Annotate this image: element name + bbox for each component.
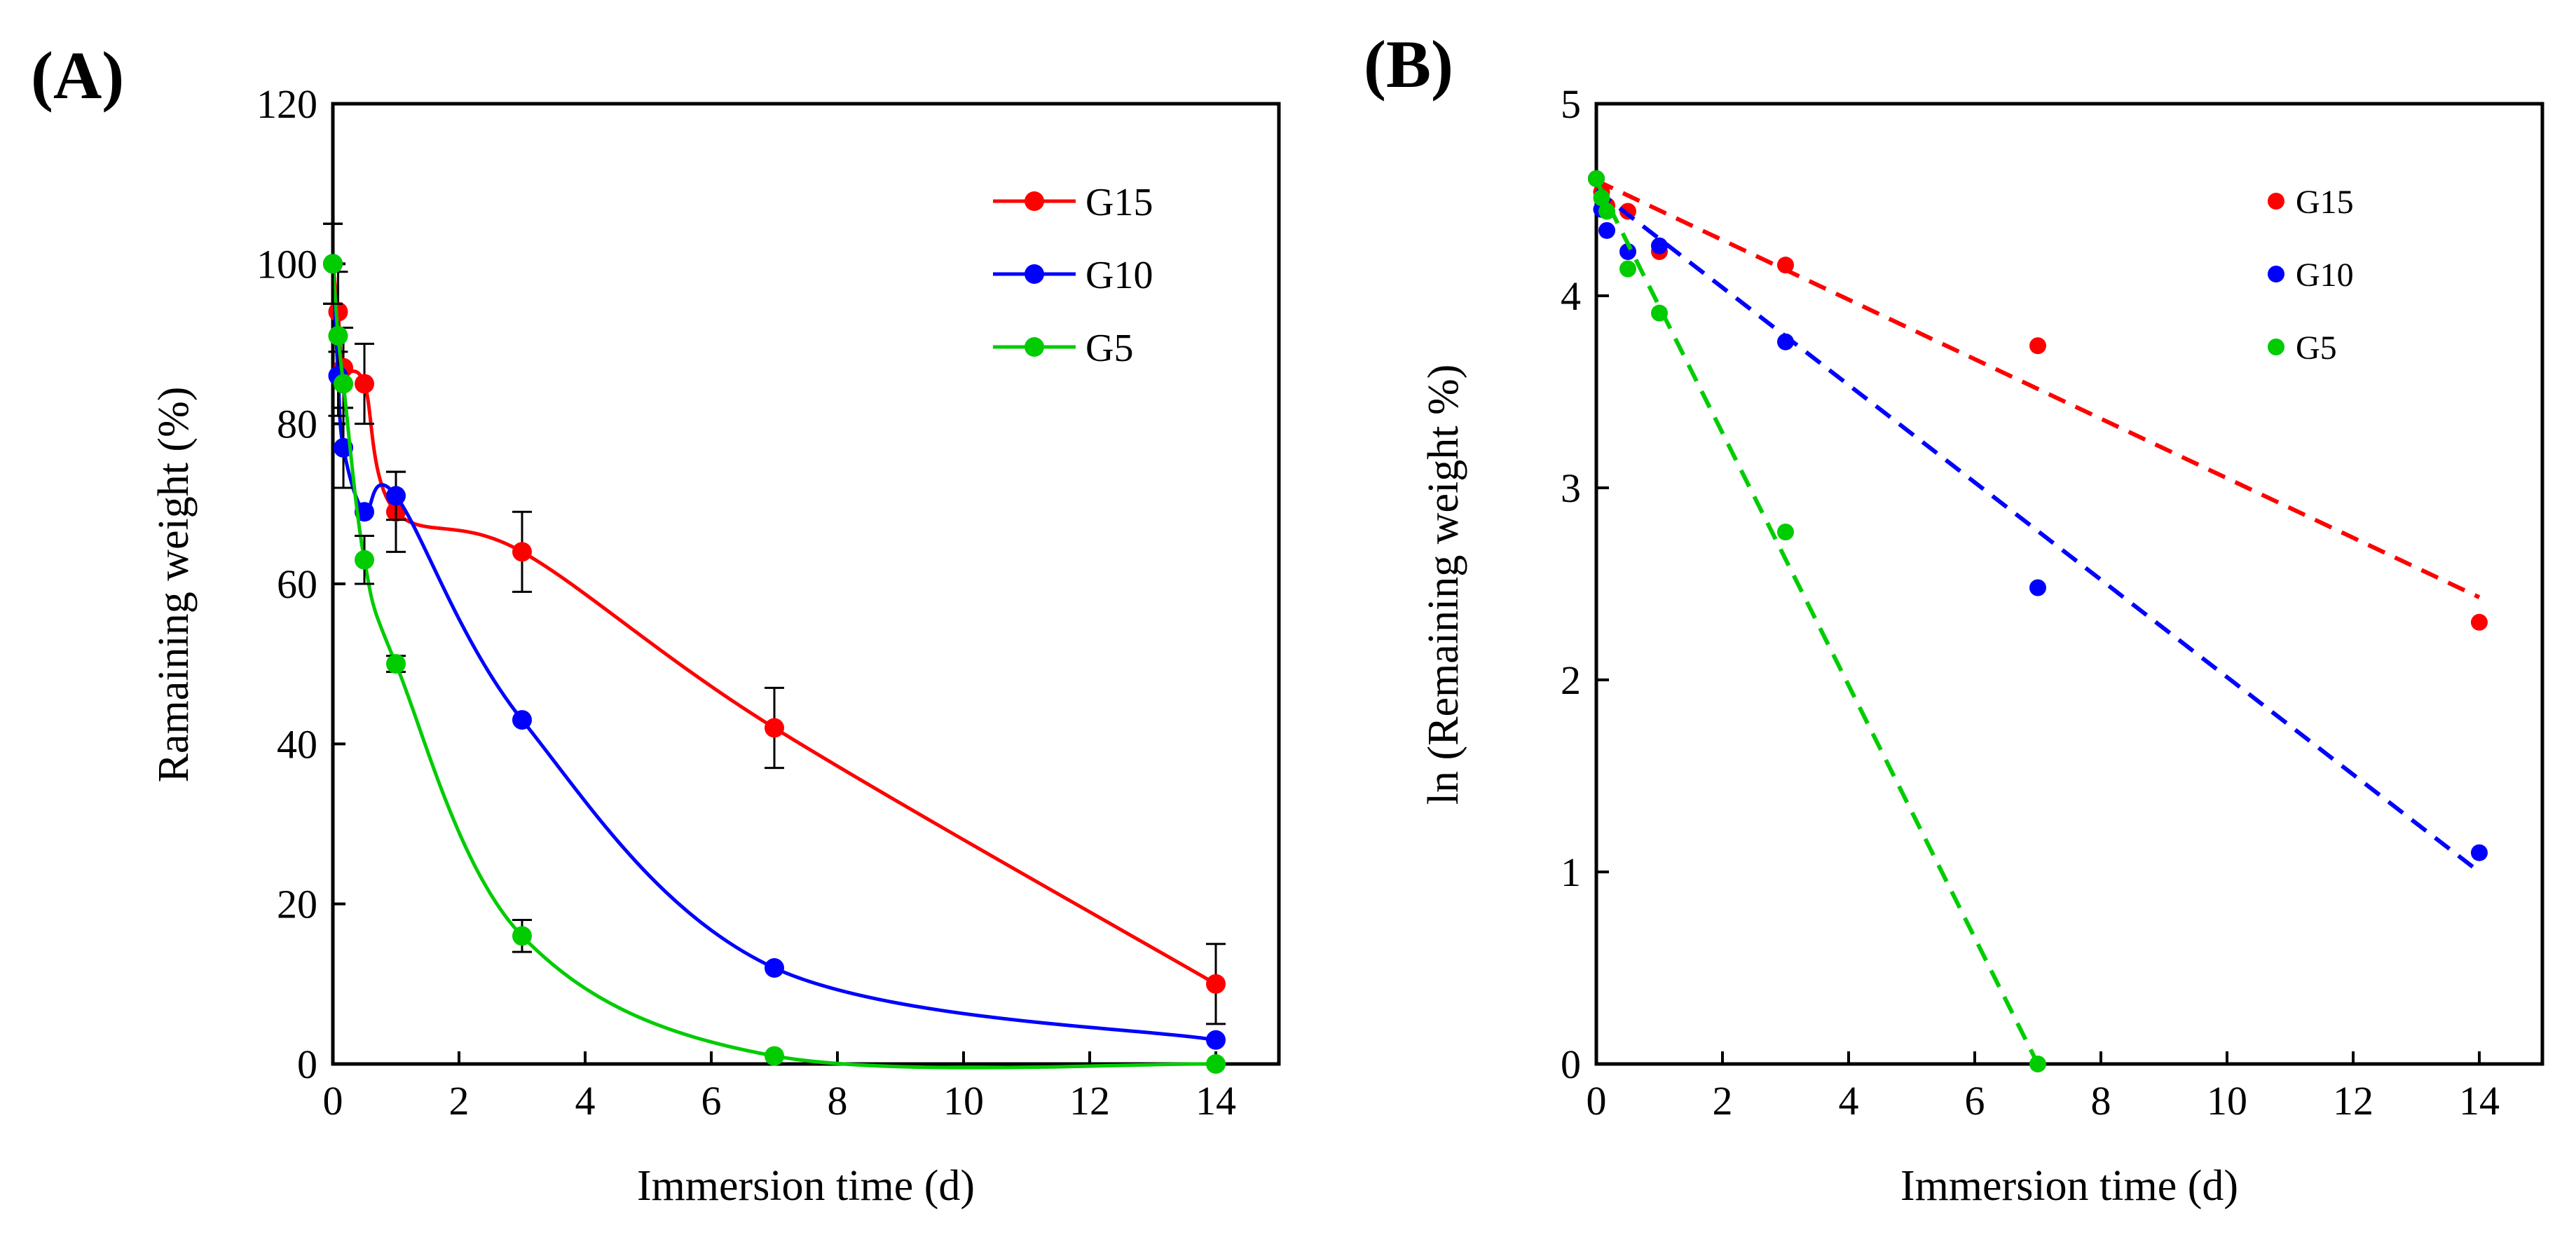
panel-a-x-axis-label: Immersion time (d) bbox=[637, 1162, 975, 1210]
panel-b-series-g15-point bbox=[2029, 337, 2046, 355]
panel-a-series-g5-point bbox=[1206, 1054, 1226, 1074]
panel-b-tag: (B) bbox=[1364, 27, 1453, 102]
panel-b-series-g5-point bbox=[1588, 170, 1605, 187]
panel-a-series-g10-point bbox=[1206, 1030, 1226, 1050]
panel-b-series-g10-point bbox=[1777, 333, 1794, 350]
panel-a-series-g5-point bbox=[355, 550, 374, 570]
panel-b-x-tick-label: 12 bbox=[2333, 1078, 2373, 1124]
panel-b-series-g5-point bbox=[1619, 260, 1636, 278]
panel-a-series-g10-point bbox=[386, 486, 406, 506]
panel-a-x-tick-label: 0 bbox=[323, 1078, 343, 1124]
panel-a-y-tick-label: 80 bbox=[277, 402, 317, 447]
panel-b-series bbox=[1588, 170, 2488, 1072]
panel-a-series-g5-point bbox=[765, 1046, 784, 1066]
panel-b-y-tick-label: 0 bbox=[1561, 1042, 1581, 1087]
panel-a-series-g15-line bbox=[331, 264, 1217, 985]
panel-b-legend-marker-g10 bbox=[2268, 266, 2284, 282]
panel-b-y-tick-label: 5 bbox=[1561, 81, 1581, 127]
panel-a-series-g5-point bbox=[386, 654, 406, 674]
panel-a-y-tick-label: 0 bbox=[297, 1042, 317, 1087]
panel-a-chart: (A) 0 2 4 6 8 10 12 14 0 20 40 60 80 100 120 Immersion… bbox=[31, 38, 1281, 1210]
panel-a-x-tick-label: 10 bbox=[943, 1078, 984, 1124]
panel-a-y-tick-label: 100 bbox=[256, 241, 317, 287]
panel-b-legend-label-g10: G10 bbox=[2296, 257, 2354, 294]
panel-a-series-g15-point bbox=[1206, 974, 1226, 994]
panel-b-x-tick-label: 8 bbox=[2091, 1078, 2111, 1124]
panel-b-y-tick-label: 4 bbox=[1561, 273, 1581, 319]
panel-b-x-tick-label: 6 bbox=[1965, 1078, 1985, 1124]
panel-b-series-g5-point bbox=[1651, 304, 1668, 322]
panel-b-series-g5-trendline bbox=[1594, 179, 2040, 1065]
panel-a-series-g5-point bbox=[328, 326, 348, 346]
panel-b-series-g15 bbox=[1588, 170, 2488, 631]
panel-b-legend-marker-g5 bbox=[2268, 339, 2284, 355]
panel-b-x-tick-label: 14 bbox=[2459, 1078, 2500, 1124]
panel-b-legend-label-g15: G15 bbox=[2296, 184, 2354, 221]
panel-a-series-g15-point bbox=[355, 374, 374, 394]
panel-b-legend-label-g5: G5 bbox=[2296, 329, 2337, 367]
panel-a-series-g10-point bbox=[765, 958, 784, 978]
panel-a-x-tick-label: 2 bbox=[449, 1078, 470, 1124]
panel-a-series-g10-line bbox=[331, 264, 1217, 1042]
panel-b-y-tick-label: 1 bbox=[1561, 850, 1581, 895]
panel-a-series bbox=[323, 222, 1226, 1074]
panel-a-ticks: 0 2 4 6 8 10 12 14 0 20 40 60 80 100 120 bbox=[256, 81, 1236, 1124]
panel-a-y-tick-label: 20 bbox=[277, 882, 317, 927]
panel-b-series-g5-point bbox=[1598, 203, 1616, 220]
panel-a-y-axis-label: Ramaining weight (%) bbox=[150, 387, 198, 783]
panel-a-y-tick-label: 40 bbox=[277, 721, 317, 767]
panel-a-series-g5-line bbox=[331, 264, 1217, 1070]
panel-b-series-g5 bbox=[1588, 170, 2046, 1072]
panel-b-series-g5-point bbox=[2029, 1056, 2046, 1072]
panel-b-x-tick-label: 2 bbox=[1713, 1078, 1733, 1124]
panel-b-y-tick-label: 3 bbox=[1561, 465, 1581, 511]
panel-b-plot-frame bbox=[1594, 102, 2544, 1066]
panel-a-y-tick-label: 120 bbox=[256, 81, 317, 127]
panel-a-series-g15-point bbox=[512, 542, 532, 562]
panel-b-legend-marker-g15 bbox=[2268, 193, 2284, 210]
panel-a-legend-marker-g5 bbox=[1025, 337, 1044, 357]
panel-a-series-g5-point bbox=[512, 926, 532, 946]
panel-a-x-tick-label: 14 bbox=[1195, 1078, 1236, 1124]
panel-a-x-tick-label: 12 bbox=[1069, 1078, 1110, 1124]
panel-a-legend: G15 G10 G5 bbox=[993, 181, 1153, 370]
panel-b-series-g10-point bbox=[2471, 844, 2488, 861]
panel-b-legend: G15 G10 G5 bbox=[2268, 184, 2354, 367]
panel-a-legend-label-g5: G5 bbox=[1085, 327, 1133, 370]
panel-b-series-g10-point bbox=[1598, 221, 1616, 239]
panel-a-legend-marker-g15 bbox=[1025, 191, 1044, 211]
panel-b-series-g10-point bbox=[1651, 237, 1668, 254]
panel-b-x-tick-label: 10 bbox=[2207, 1078, 2247, 1124]
panel-a-legend-label-g15: G15 bbox=[1085, 181, 1153, 224]
panel-b-series-g15-point bbox=[2471, 613, 2488, 631]
panel-b-x-tick-label: 0 bbox=[1587, 1078, 1607, 1124]
panel-a-y-tick-label: 60 bbox=[277, 561, 317, 607]
panel-b-series-g10-trendline bbox=[1595, 188, 2481, 874]
panel-b-x-tick-label: 4 bbox=[1839, 1078, 1859, 1124]
panel-a-plot-frame bbox=[331, 102, 1281, 1066]
panel-a-series-g5 bbox=[323, 222, 1226, 1074]
panel-a-series-g5-point bbox=[334, 374, 354, 394]
panel-b-y-tick-label: 2 bbox=[1561, 657, 1581, 703]
panel-a-legend-label-g10: G10 bbox=[1085, 254, 1153, 297]
panel-a-x-tick-label: 6 bbox=[701, 1078, 722, 1124]
panel-b-series-g5-point bbox=[1777, 524, 1794, 541]
panel-a-series-g10-point bbox=[512, 710, 532, 730]
panel-b-series-g10-point bbox=[2029, 579, 2046, 596]
panel-a-series-g15-point bbox=[765, 718, 784, 738]
panel-b-x-axis-label: Immersion time (d) bbox=[1900, 1162, 2238, 1210]
panel-b-y-axis-label: ln (Remaining weight %) bbox=[1420, 364, 1467, 805]
panel-b-series-g15-point bbox=[1777, 257, 1794, 274]
panel-a-x-tick-label: 4 bbox=[575, 1078, 596, 1124]
panel-a-legend-marker-g10 bbox=[1025, 264, 1044, 284]
panel-a-series-g5-point bbox=[323, 254, 343, 274]
panel-a-x-tick-label: 8 bbox=[828, 1078, 848, 1124]
panel-a-tag: (A) bbox=[31, 38, 124, 113]
panel-b-series-g15-trendline bbox=[1595, 178, 2481, 599]
panel-b-series-g5-point bbox=[1593, 189, 1610, 207]
